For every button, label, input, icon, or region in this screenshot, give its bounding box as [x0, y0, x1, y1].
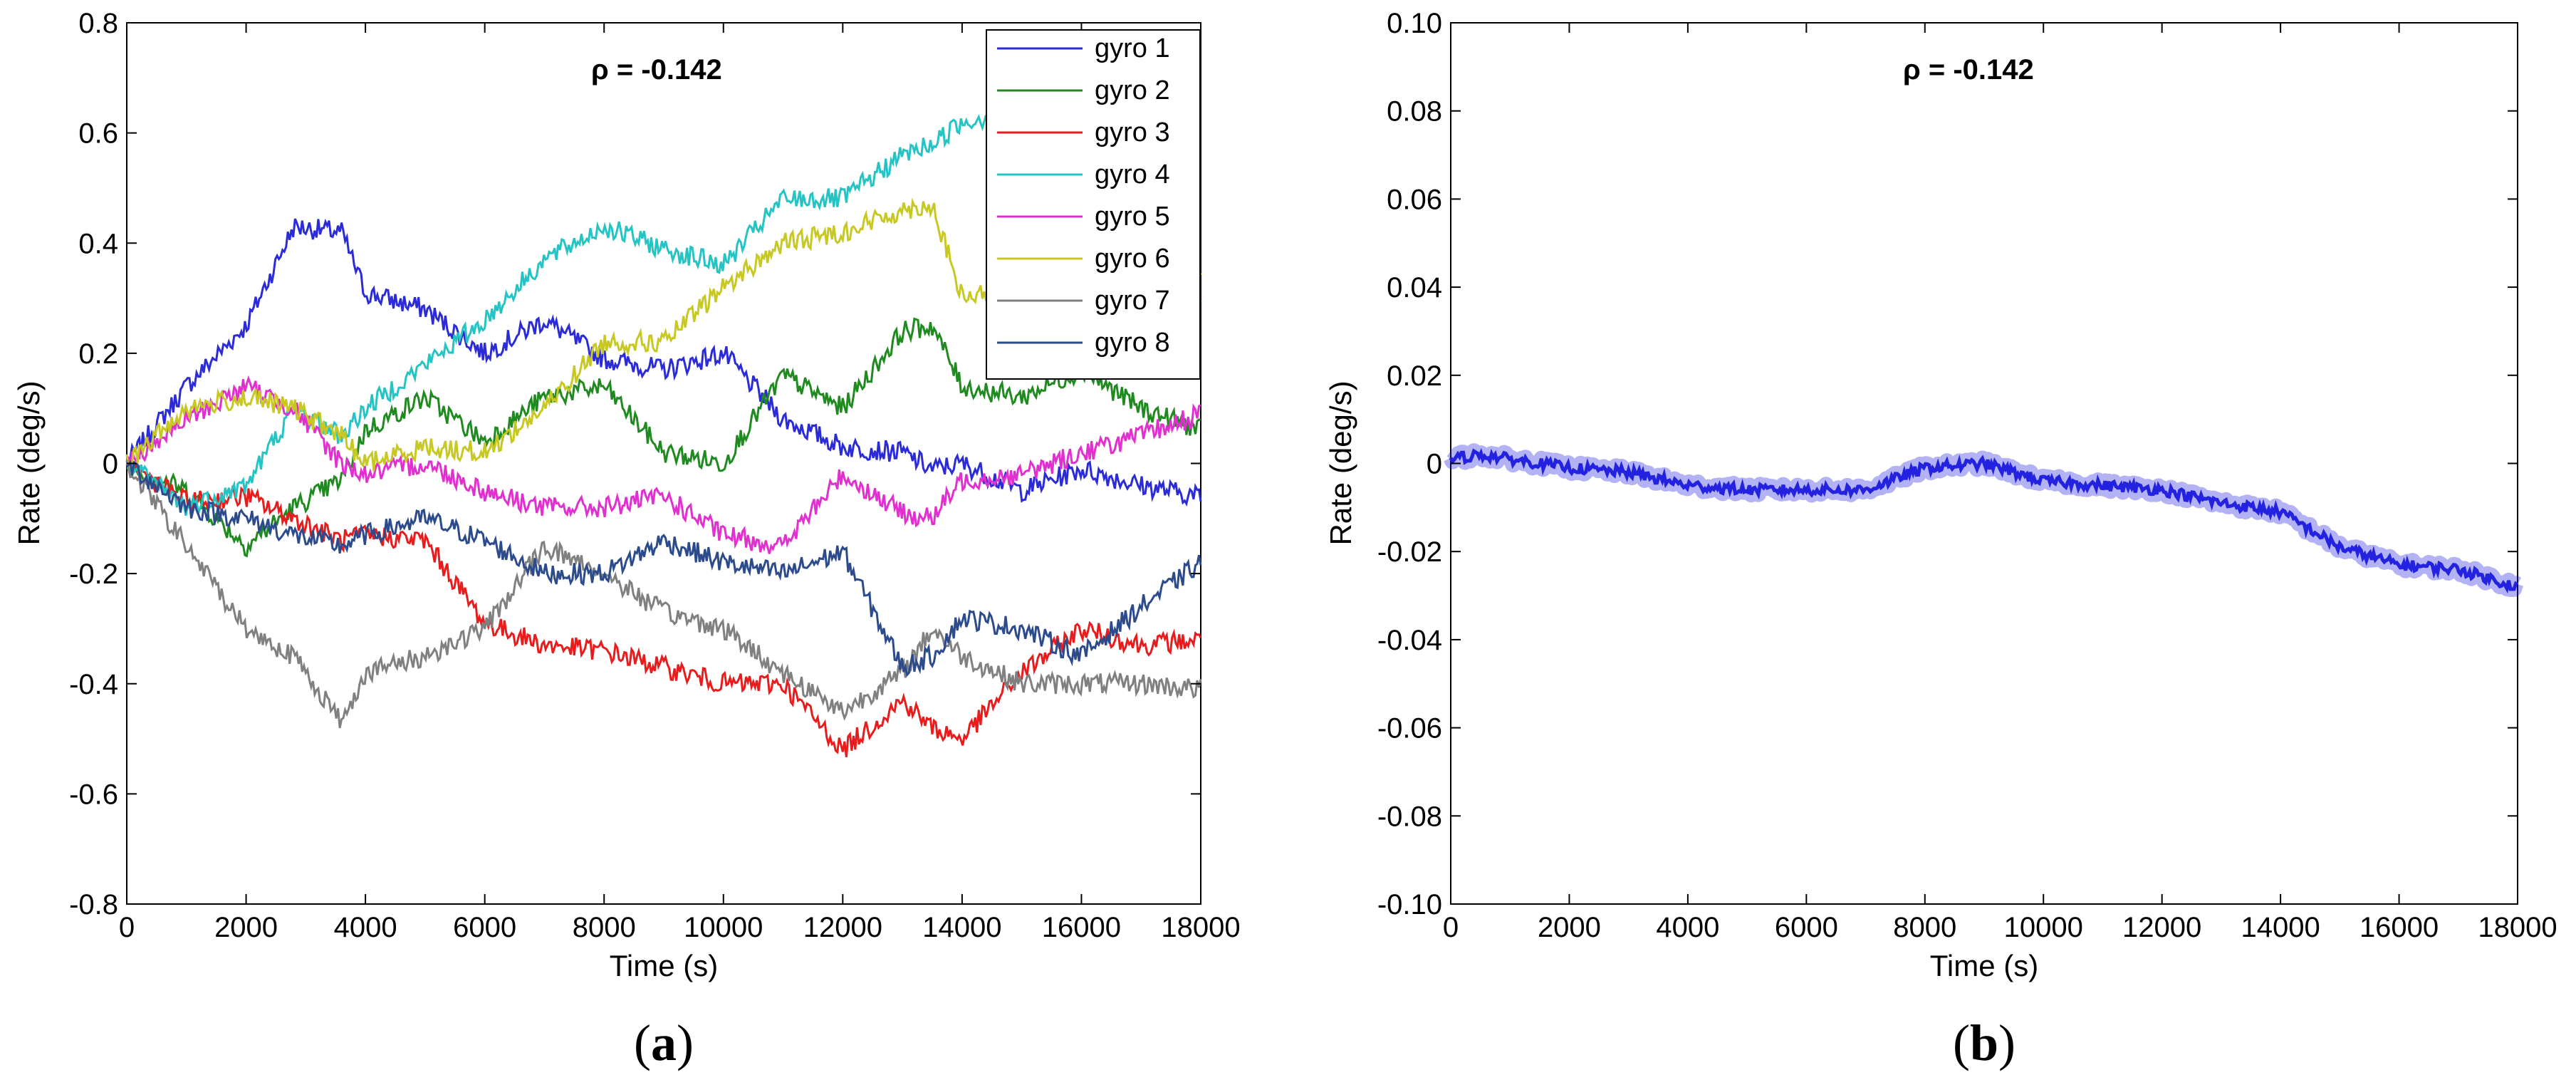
panel-a-chart: 0 2000 4000 6000 8000 10000 12000 14000 16000 180… [12, 8, 1241, 1071]
panel-b-x-tick-label: 6000 [1775, 912, 1838, 943]
panel-a-x-tick-label: 4000 [334, 912, 397, 943]
panel-b-y-tick-label: -0.08 [1377, 801, 1442, 832]
panel-b-y-tick-label: 0.02 [1387, 360, 1442, 392]
panel-a-y-tick-label: 0 [103, 449, 118, 480]
panel-a-x-axis-label: Time (s) [610, 949, 718, 982]
panel-b-x-tick-label: 2000 [1538, 912, 1601, 943]
panel-b-x-axis-label: Time (s) [1930, 949, 2038, 982]
panel-a-x-tick-label: 0 [119, 912, 135, 943]
panel-b-x-tick-label: 10000 [2004, 912, 2083, 943]
panel-b-y-tick-label: 0.06 [1387, 184, 1442, 215]
legend-label-gyro-4: gyro 4 [1095, 160, 1170, 189]
panel-a-series-gyro-1 [125, 218, 1202, 507]
panel-a-x-tick-label: 14000 [922, 912, 1001, 943]
panel-a-series-gyro-3 [126, 455, 1202, 757]
panel-a-x-tick-label: 8000 [573, 912, 636, 943]
panel-b-annotation-rho: ρ = -0.142 [1903, 54, 2034, 85]
panel-b-ticks: 0 2000 4000 6000 8000 10000 12000 14000 16000 180… [1377, 8, 2557, 943]
panel-b-y-tick-label: 0.10 [1387, 8, 1442, 39]
panel-a-series-gyro-2 [125, 317, 1201, 558]
panel-a-caption: (a) [634, 1014, 694, 1071]
panel-b-y-axis-label: Rate (deg/s) [1324, 380, 1357, 545]
panel-b-y-tick-label: 0.04 [1387, 272, 1442, 303]
panel-b-x-tick-label: 4000 [1656, 912, 1719, 943]
panel-a-x-tick-label: 16000 [1042, 912, 1121, 943]
panel-a-legend: gyro 1 gyro 2 gyro 3 gyro 4 gyro 5 gyro 6 gyro… [986, 29, 1201, 380]
panel-b-x-tick-label: 8000 [1893, 912, 1956, 943]
panel-b-x-tick-label: 14000 [2241, 912, 2320, 943]
panel-b-y-tick-label: -0.02 [1377, 536, 1442, 568]
panel-a-y-tick-label: -0.2 [69, 559, 118, 590]
panel-b-x-tick-label: 16000 [2359, 912, 2439, 943]
legend-label-gyro-3: gyro 3 [1095, 118, 1170, 147]
panel-a-y-tick-label: -0.6 [69, 779, 118, 810]
panel-a-y-tick-label: 0.2 [78, 338, 118, 370]
legend-label-gyro-2: gyro 2 [1095, 76, 1170, 105]
panel-a-y-axis-label: Rate (deg/s) [12, 380, 46, 545]
panel-a-y-tick-label: 0.4 [78, 228, 118, 259]
panel-a-x-tick-label: 10000 [684, 912, 763, 943]
panel-a-x-tick-label: 12000 [803, 912, 882, 943]
panel-a-series-gyro-7 [125, 459, 1202, 729]
legend-label-gyro-6: gyro 6 [1095, 244, 1170, 274]
panel-b-y-tick-label: -0.10 [1377, 889, 1442, 920]
panel-a-y-tick-label: 0.8 [78, 8, 118, 39]
panel-b-chart: 0 2000 4000 6000 8000 10000 12000 14000 16000 180… [1324, 8, 2557, 1071]
panel-b-series-group [1444, 443, 2524, 597]
legend-label-gyro-8: gyro 8 [1095, 328, 1170, 358]
panel-a-y-tick-label: -0.4 [69, 669, 118, 700]
panel-a-x-tick-label: 6000 [453, 912, 516, 943]
panel-b-y-tick-label: -0.06 [1377, 713, 1442, 744]
panel-a-x-tick-label: 18000 [1161, 912, 1240, 943]
panel-a-x-tick-label: 2000 [214, 912, 278, 943]
legend-label-gyro-1: gyro 1 [1095, 33, 1170, 63]
panel-b-x-tick-label: 18000 [2478, 912, 2557, 943]
panel-a-ticks: 0 2000 4000 6000 8000 10000 12000 14000 16000 180… [69, 8, 1241, 943]
panel-b-y-tick-label: 0.08 [1387, 96, 1442, 128]
panel-b-y-tick-label: 0 [1427, 449, 1442, 480]
panel-b-x-tick-label: 0 [1443, 912, 1459, 943]
legend-label-gyro-7: gyro 7 [1095, 286, 1170, 316]
panel-b-series-line [1449, 447, 2519, 593]
panel-a-y-tick-label: -0.8 [69, 889, 118, 920]
panel-b-y-tick-label: -0.04 [1377, 625, 1442, 656]
panel-b-caption: (b) [1953, 1014, 2016, 1071]
panel-a-annotation-rho: ρ = -0.142 [591, 54, 722, 85]
legend-label-gyro-5: gyro 5 [1095, 202, 1170, 232]
panel-b-x-tick-label: 12000 [2122, 912, 2201, 943]
panel-a-y-tick-label: 0.6 [78, 118, 118, 150]
panel-a-series-gyro-8 [125, 459, 1202, 677]
panel-a-legend-box [986, 29, 1201, 380]
